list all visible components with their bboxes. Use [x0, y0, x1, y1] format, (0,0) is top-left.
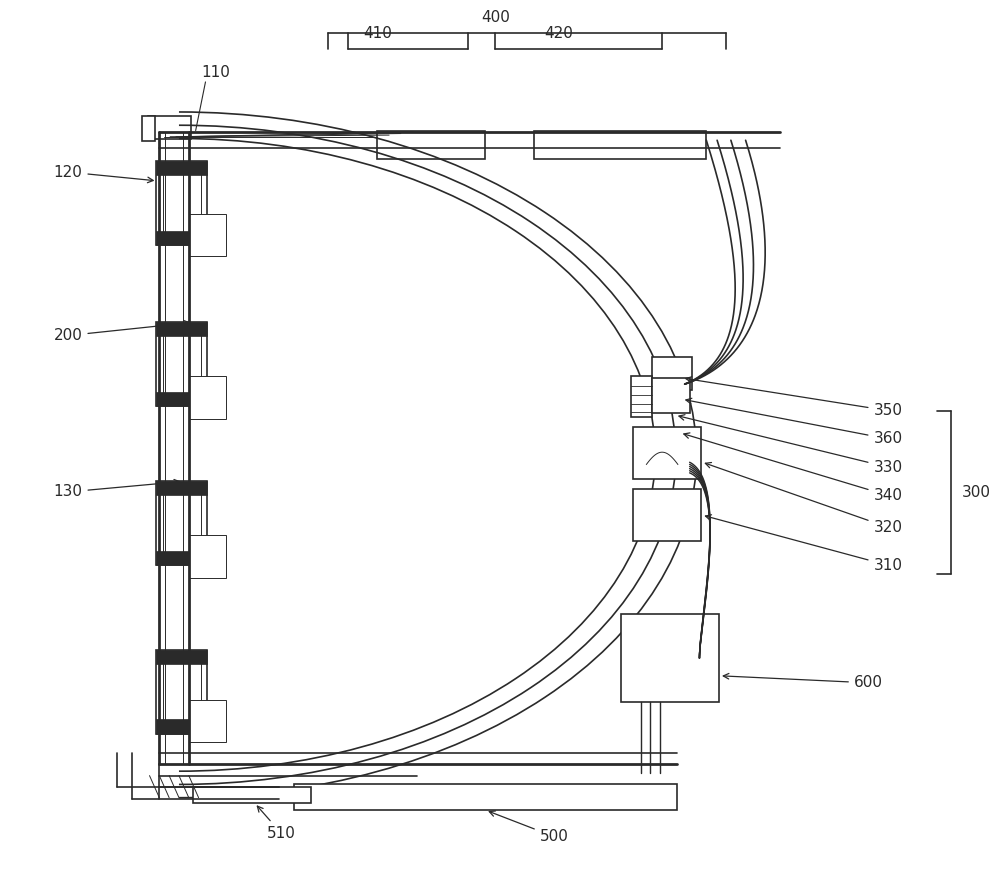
Text: 320: 320	[705, 463, 903, 535]
Bar	[193, 787, 311, 803]
Bar	[156, 161, 207, 175]
Bar	[156, 231, 207, 245]
Bar	[652, 378, 690, 413]
Text: 420: 420	[545, 26, 573, 41]
Text: 350: 350	[686, 376, 903, 418]
Bar	[189, 213, 226, 256]
Bar	[156, 481, 207, 565]
Text: 110: 110	[201, 64, 230, 79]
Bar	[156, 550, 207, 565]
Bar	[148, 116, 191, 139]
Bar	[156, 322, 207, 336]
Bar	[163, 333, 201, 395]
Text: 410: 410	[363, 26, 392, 41]
Bar	[156, 649, 207, 664]
Bar	[142, 116, 155, 141]
Text: 300: 300	[962, 485, 991, 500]
Bar	[294, 783, 677, 810]
Bar	[156, 649, 207, 733]
Bar	[156, 392, 207, 406]
Text: 310: 310	[705, 515, 903, 573]
Text: 330: 330	[679, 415, 903, 475]
Bar	[163, 660, 201, 723]
Bar	[631, 376, 652, 417]
Text: 200: 200	[54, 320, 190, 343]
Text: 600: 600	[723, 673, 883, 690]
Text: 340: 340	[684, 433, 903, 503]
Bar	[377, 130, 485, 159]
Text: 360: 360	[686, 399, 903, 446]
Bar	[189, 376, 226, 418]
Bar	[156, 322, 207, 406]
Bar	[652, 357, 692, 391]
Bar	[156, 161, 207, 245]
Bar	[621, 614, 719, 702]
Bar	[163, 491, 201, 554]
Bar	[163, 171, 201, 235]
Bar	[633, 427, 701, 479]
Text: 130: 130	[53, 480, 180, 500]
Bar	[156, 720, 207, 733]
Bar	[633, 490, 701, 541]
Text: 510: 510	[257, 806, 296, 840]
Bar	[189, 535, 226, 578]
Bar	[189, 699, 226, 742]
Bar	[156, 481, 207, 495]
Text: 500: 500	[489, 811, 569, 844]
Text: 120: 120	[54, 164, 153, 183]
Bar	[534, 130, 706, 159]
Text: 400: 400	[481, 10, 510, 25]
